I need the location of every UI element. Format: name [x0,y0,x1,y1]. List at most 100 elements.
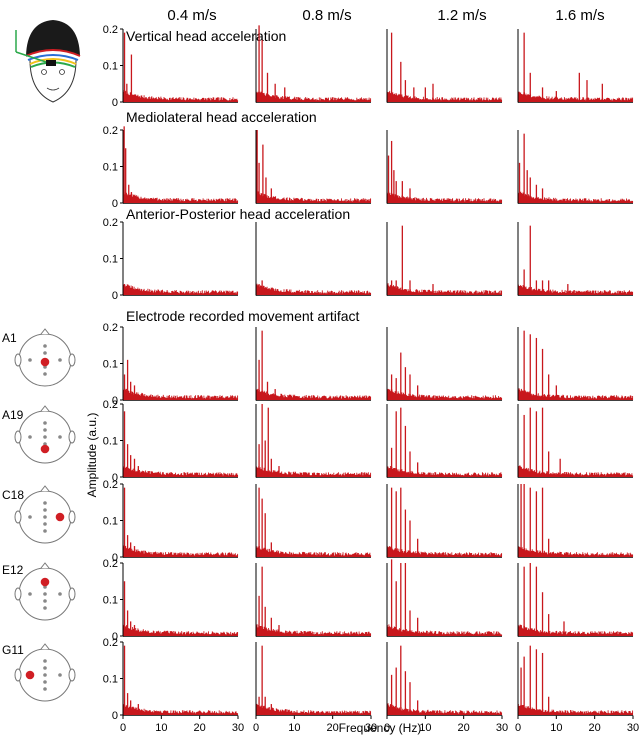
column-headers: 0.4 m/s 0.8 m/s 1.2 m/s 1.6 m/s [167,7,604,24]
x-tick-label: 0 [384,722,390,734]
x-tick-label: 30 [496,722,508,734]
spectrum-panel [386,484,503,558]
spectrum-noise [255,91,372,102]
section-titles: Vertical head acceleration Mediolateral … [126,28,360,324]
electrode-labels: A1 A19 C18 E12 G11 [2,331,24,657]
y-tick-label: 0.2 [103,479,118,491]
spectrum-panel [386,404,503,478]
spectrum-panel [517,327,634,401]
spectrum-panel: 0 0.1 0.2 [103,399,239,484]
spectrum-noise [517,546,634,557]
head-with-cap-icon [15,20,81,103]
x-tick-label: 0 [120,722,126,734]
electrode-marker [40,357,50,367]
spectrum-noise [517,465,634,477]
y-tick-label: 0.1 [103,516,118,528]
column-header: 0.4 m/s [167,7,216,24]
spectrum-noise [122,624,239,636]
spectrum-noise [386,388,503,400]
spectrum-panel [255,130,372,204]
x-tick-label: 20 [589,722,601,734]
spectrum-panel: 0 0.1 0.2 [103,322,239,407]
spectrum-noise [517,191,634,203]
x-tick-label: 0 [253,722,259,734]
y-tick-label: 0 [112,97,118,109]
spectrum-panel [386,130,503,204]
y-tick-label: 0.1 [103,359,118,371]
spectrum-panel: 0 10 20 30 [253,642,377,734]
spectrum-noise [255,191,372,203]
spectrum-panel: 0 0.1 0.2 [103,558,239,643]
y-tick-label: 0.2 [103,24,118,36]
x-tick-label: 20 [458,722,470,734]
y-tick-label: 0.1 [103,162,118,174]
electrode-head-map-icon [14,485,76,544]
spectrum-noise [386,624,503,636]
section-title: Anterior-Posterior head acceleration [126,206,350,222]
spectrum-noise [255,283,372,295]
spectrum-panel [386,327,503,401]
x-tick-label: 10 [155,722,167,734]
y-tick-label: 0.2 [103,125,118,137]
y-tick-label: 0 [112,472,118,484]
electrode-marker [25,670,35,680]
x-tick-label: 0 [515,722,521,734]
spectrum-noise [122,388,239,400]
spectrum-panel [517,484,634,558]
spectrum-noise [255,546,372,557]
y-tick-label: 0.2 [103,322,118,334]
y-tick-label: 0 [112,198,118,210]
spectrum-noise [517,624,634,636]
spectrum-noise [386,283,503,295]
electrode-label: G11 [2,643,24,657]
spectrum-panel: 0 0.1 0.2 [103,217,239,302]
x-tick-label: 20 [194,722,206,734]
spectrum-panel: 0 0.1 0.2 0 10 20 30 [103,637,244,734]
electrode-label: C18 [2,488,24,502]
spectrum-panel [255,563,372,637]
electrode-head-map-icon [14,562,76,621]
electrode-label: A1 [2,331,17,345]
electrode-marker [40,444,50,454]
column-header: 1.6 m/s [555,7,604,24]
spectrum-noise [517,388,634,400]
electrode-head-map-icon [14,643,76,702]
spectrum-noise [255,703,372,715]
spectrum-panel [255,404,372,478]
y-tick-label: 0.2 [103,399,118,411]
x-tick-label: 10 [550,722,562,734]
electrode-label: A19 [2,408,24,422]
spectrum-noise [255,466,372,477]
spectrum-panel [517,130,634,204]
spectrum-panel: 0 0.1 0.2 [103,125,239,210]
spectrum-panel: 0 10 20 30 [515,642,639,734]
spectrum-noise [255,388,372,400]
x-tick-label: 20 [327,722,339,734]
y-tick-label: 0.1 [103,254,118,266]
y-tick-label: 0.2 [103,217,118,229]
x-tick-label: 10 [288,722,300,734]
electrode-head-map-icon [14,328,76,387]
y-tick-label: 0.1 [103,436,118,448]
spectrum-panel [255,484,372,558]
spectrum-panel: 0 0.1 0.2 [103,479,239,564]
electrode-label: E12 [2,563,24,577]
section-title: Vertical head acceleration [126,28,286,44]
x-axis-label: Frequency (Hz) [339,721,422,735]
spectrum-panel [386,29,503,103]
spectrum-panel [517,404,634,478]
spectrum-noise [122,191,239,203]
section-title: Electrode recorded movement artifact [126,308,360,324]
spectrum-noise [122,284,239,295]
spectrum-noise [517,704,634,715]
electrode-head-map-icon [14,405,76,464]
spectrum-noise [255,624,372,636]
electrode-marker [40,577,50,587]
x-tick-label: 30 [627,722,639,734]
spectrum-panel [517,563,634,637]
spectrum-panel [517,29,634,103]
y-tick-label: 0 [112,290,118,302]
x-tick-label: 30 [365,722,377,734]
x-tick-label: 10 [419,722,431,734]
